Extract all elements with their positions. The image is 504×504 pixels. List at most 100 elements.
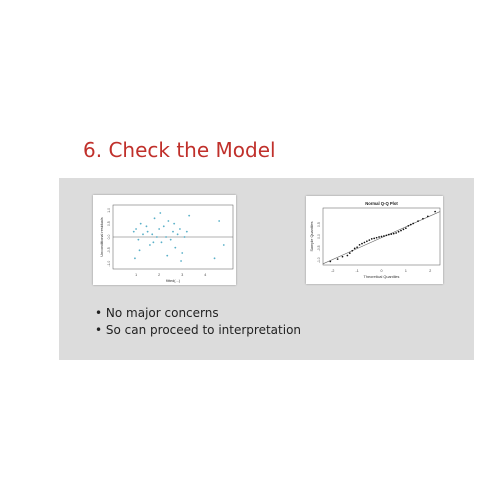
- data-point: [166, 254, 169, 257]
- plot-frame: [322, 207, 441, 266]
- qq-plot-card: -2 -1 0 1 2 -1.0 -0.5 0.0 0.5 Theoretical Quantil…: [306, 196, 443, 284]
- x-tick-label: -1: [356, 269, 359, 273]
- data-point: [392, 232, 395, 235]
- bullet-item: • No major concerns: [95, 306, 219, 320]
- data-point: [397, 230, 400, 233]
- data-point: [402, 228, 405, 231]
- data-point: [172, 230, 174, 233]
- qq-line: [322, 211, 441, 265]
- data-point: [149, 244, 151, 246]
- data-point: [341, 255, 344, 258]
- data-point: [385, 234, 388, 237]
- bullet-list: • No major concerns • So can proceed to …: [95, 305, 301, 339]
- data-point: [188, 214, 191, 217]
- data-point: [176, 233, 179, 236]
- data-point: [218, 220, 221, 222]
- data-point: [348, 252, 351, 254]
- data-point: [378, 236, 380, 238]
- data-point: [329, 260, 332, 263]
- data-point: [390, 233, 393, 235]
- data-point: [356, 246, 358, 249]
- data-point: [380, 235, 383, 238]
- x-tick-label: 4: [204, 273, 206, 277]
- residual-plot-card: 1 2 3 4 -1.0 -0.5 0.0 0.5 1.0 fitted(...) Uncondit…: [93, 195, 236, 285]
- data-point: [135, 228, 137, 230]
- x-axis-label: fitted(...): [166, 279, 181, 283]
- qq-plot: -2 -1 0 1 2 -1.0 -0.5 0.0 0.5 Theoretical Quantil…: [310, 201, 441, 279]
- data-point: [138, 249, 141, 252]
- slide-title: 6. Check the Model: [83, 138, 276, 162]
- y-axis-label: Unconditional residuals: [100, 217, 104, 256]
- y-tick-label: -0.5: [107, 247, 111, 253]
- data-point: [185, 230, 188, 233]
- data-point: [363, 241, 366, 244]
- data-point: [137, 238, 140, 241]
- chart-title: Normal Q-Q Plot: [365, 201, 398, 206]
- data-point: [146, 230, 149, 233]
- data-point: [160, 241, 163, 244]
- data-point: [405, 227, 407, 230]
- data-point: [375, 236, 378, 239]
- x-tick-label: 1: [405, 269, 407, 273]
- data-point: [353, 247, 356, 250]
- data-point: [409, 223, 412, 226]
- data-point: [422, 217, 424, 220]
- data-point: [395, 232, 397, 234]
- data-point: [183, 236, 186, 238]
- data-point: [383, 235, 385, 237]
- residual-plot: 1 2 3 4 -1.0 -0.5 0.0 0.5 1.0 fitted(...) Uncondit…: [100, 204, 234, 283]
- x-tick-label: 2: [429, 269, 431, 273]
- data-point: [152, 241, 155, 244]
- data-point: [153, 217, 156, 220]
- data-point: [351, 249, 354, 252]
- data-point: [134, 257, 136, 260]
- data-point: [373, 237, 376, 240]
- x-axis-label: Theoretical Quantiles: [364, 275, 400, 279]
- data-point: [361, 242, 363, 245]
- x-tick-label: -2: [331, 269, 334, 273]
- data-point: [155, 236, 158, 238]
- data-point: [407, 224, 410, 227]
- data-point: [159, 212, 162, 214]
- x-tick-label: 1: [135, 273, 137, 277]
- data-point: [132, 230, 135, 233]
- data-point: [426, 215, 429, 218]
- data-point: [165, 236, 167, 238]
- data-point: [169, 238, 172, 241]
- data-point: [346, 254, 349, 257]
- y-tick-label: -1.0: [107, 261, 111, 267]
- y-tick-label: 1.0: [107, 208, 111, 213]
- data-point: [139, 222, 142, 225]
- data-point: [434, 210, 436, 213]
- data-point: [145, 225, 148, 228]
- data-point: [179, 228, 181, 230]
- data-point: [412, 222, 415, 225]
- data-point: [387, 233, 390, 236]
- y-tick-label: 0.0: [107, 235, 111, 240]
- data-point: [181, 252, 184, 254]
- data-point: [173, 222, 176, 225]
- bullet-text: So can proceed to interpretation: [105, 323, 302, 337]
- y-axis-label: Sample Quantiles: [310, 221, 314, 251]
- y-tick-label: 0.0: [317, 234, 321, 239]
- x-tick-label: 0: [381, 269, 383, 273]
- x-tick-label: 3: [181, 273, 183, 277]
- data-point: [370, 238, 373, 240]
- data-point: [158, 228, 161, 230]
- data-point: [180, 260, 182, 262]
- y-tick-label: -1.0: [317, 257, 321, 263]
- data-point: [213, 257, 216, 260]
- bullet-item: • So can proceed to interpretation: [95, 323, 302, 337]
- bullet-text: No major concerns: [105, 306, 219, 320]
- x-tick-label: 2: [158, 273, 160, 277]
- data-point: [358, 243, 361, 246]
- y-tick-label: 0.5: [107, 221, 111, 226]
- data-point: [167, 220, 170, 222]
- data-point: [336, 258, 339, 260]
- y-tick-label: -0.5: [317, 245, 321, 251]
- data-point: [417, 220, 419, 222]
- y-tick-label: 0.5: [317, 222, 321, 227]
- data-point: [366, 240, 368, 243]
- data-point: [368, 239, 371, 241]
- data-point: [142, 233, 144, 236]
